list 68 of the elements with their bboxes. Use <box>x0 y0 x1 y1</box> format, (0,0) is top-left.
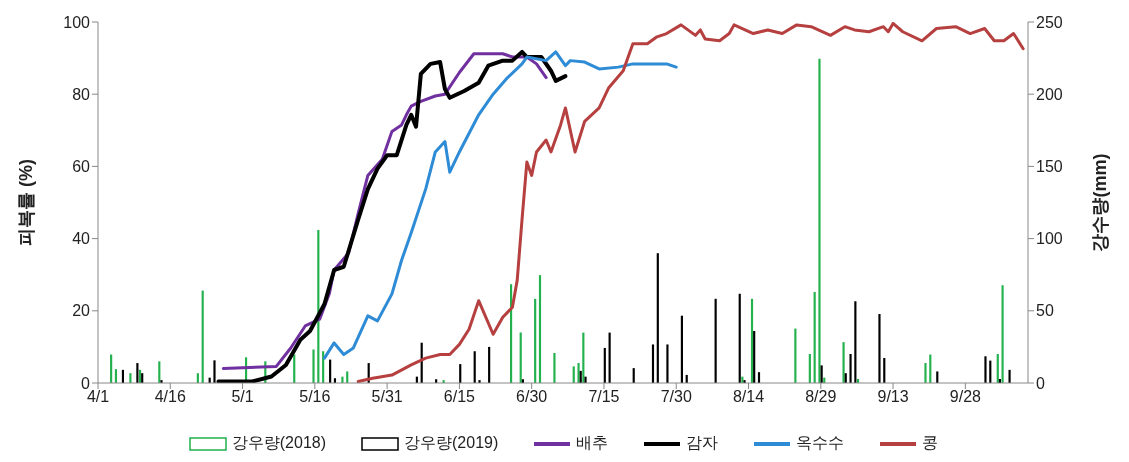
x-tick-label: 6/15 <box>443 388 476 406</box>
y2-tick-label: 0 <box>1036 374 1045 392</box>
bar <box>738 293 741 383</box>
legend-label: 옥수수 <box>796 433 845 453</box>
legend-label: 강우량(2019) <box>404 433 499 453</box>
bar <box>584 376 587 383</box>
bar <box>656 253 659 383</box>
line-series <box>322 50 678 360</box>
y2-tick-label: 100 <box>1036 230 1063 248</box>
x-tick-label: 7/15 <box>588 388 620 406</box>
bar <box>577 363 580 383</box>
y2-tick-label: 150 <box>1036 158 1063 176</box>
bar <box>666 344 669 383</box>
x-tick-label: 8/29 <box>805 388 837 406</box>
bar <box>849 353 852 383</box>
y-tick-label: 40 <box>72 230 91 248</box>
bar <box>553 352 556 383</box>
x-tick-label: 5/1 <box>231 388 254 406</box>
x-tick-label: 5/31 <box>371 388 403 406</box>
y-axis-title: 피복률 (%) <box>16 159 37 246</box>
bar <box>854 301 857 383</box>
bar <box>478 380 481 383</box>
legend-label: 감자 <box>686 433 719 453</box>
bar <box>473 351 476 383</box>
y2-tick-label: 200 <box>1036 85 1063 103</box>
x-tick-label: 5/16 <box>299 388 331 406</box>
bar <box>818 58 821 383</box>
y-tick-label: 60 <box>72 158 91 176</box>
legend-label: 강우량(2018) <box>231 433 326 453</box>
bar <box>924 363 927 383</box>
bar <box>582 332 585 383</box>
bar <box>984 356 987 383</box>
bar <box>743 380 746 383</box>
bar <box>341 376 344 383</box>
bar <box>312 349 315 383</box>
bar <box>680 315 683 383</box>
bar <box>608 332 611 383</box>
x-tick-label: 9/13 <box>877 388 909 406</box>
y2-tick-label: 50 <box>1036 302 1054 320</box>
x-tick-label: 8/14 <box>732 388 765 406</box>
bar <box>750 298 754 383</box>
bar <box>201 290 204 383</box>
bar <box>714 298 717 383</box>
y-tick-label: 80 <box>72 85 91 103</box>
bar <box>519 332 522 383</box>
bar <box>794 328 797 383</box>
x-tick-label: 6/30 <box>516 388 548 406</box>
bar <box>878 313 881 383</box>
y-tick-label: 100 <box>63 13 91 31</box>
bar <box>813 292 816 383</box>
bar <box>842 342 845 383</box>
bar <box>753 331 756 383</box>
bar <box>651 344 655 383</box>
bar <box>488 346 491 383</box>
legend-label: 콩 <box>922 433 939 453</box>
y-tick-label: 20 <box>72 302 91 320</box>
bar <box>534 298 537 383</box>
y2-axis-title: 강수량(mm) <box>1090 153 1111 252</box>
y2-tick-label: 250 <box>1036 13 1063 31</box>
bar <box>538 275 542 383</box>
line-series <box>356 22 1025 383</box>
x-tick-label: 4/16 <box>154 388 186 406</box>
legend-label: 배추 <box>576 433 609 453</box>
x-tick-label: 9/28 <box>949 388 982 406</box>
bar <box>160 380 163 383</box>
bar <box>1001 285 1004 383</box>
x-tick-label: 7/30 <box>660 388 692 406</box>
bar <box>1008 369 1011 383</box>
